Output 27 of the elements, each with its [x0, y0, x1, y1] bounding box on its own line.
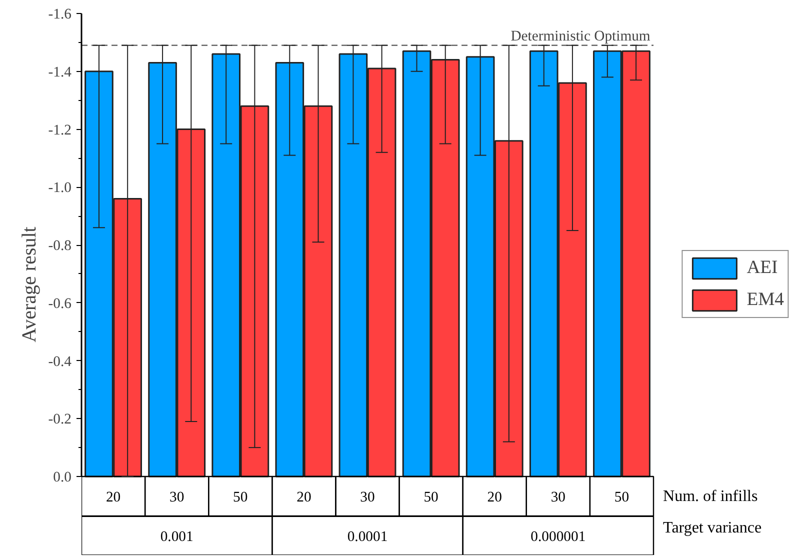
- x-tick-label: 50: [233, 489, 248, 506]
- ref-line-label: Deterministic Optimum: [510, 28, 651, 44]
- y-tick-label: -1.0: [48, 180, 72, 196]
- text: 0.000001: [530, 528, 586, 545]
- y-axis-title: Average result: [18, 226, 40, 342]
- x-tick-label: 20: [487, 489, 502, 506]
- x-axis-title: Num. of infills: [663, 488, 758, 505]
- y-tick-label: -1.2: [48, 122, 72, 138]
- x-tick-label: 30: [550, 489, 566, 506]
- legend-label: AEI: [746, 257, 778, 279]
- y-tick-label: -0.8: [48, 238, 72, 254]
- legend-label: EM4: [746, 289, 784, 311]
- x-tick-label: 20: [106, 489, 121, 506]
- text: 0.001: [160, 528, 194, 545]
- y-tick-label: -1.6: [48, 6, 72, 22]
- x-tick-label: 50: [614, 489, 630, 506]
- x-tick-label: 20: [296, 489, 312, 506]
- y-tick-label: -0.4: [48, 354, 72, 370]
- x-tick-label: 50: [424, 489, 438, 506]
- x-tick-label: 30: [170, 489, 184, 506]
- y-tick-label: 0.0: [53, 470, 72, 486]
- y-tick-label: -0.2: [48, 412, 72, 428]
- y-tick-label: -1.4: [48, 64, 72, 80]
- x-tick-label: 30: [360, 489, 375, 506]
- text: 0.0001: [347, 528, 388, 545]
- text: Target variance: [663, 519, 762, 536]
- y-tick-label: -0.6: [48, 296, 72, 312]
